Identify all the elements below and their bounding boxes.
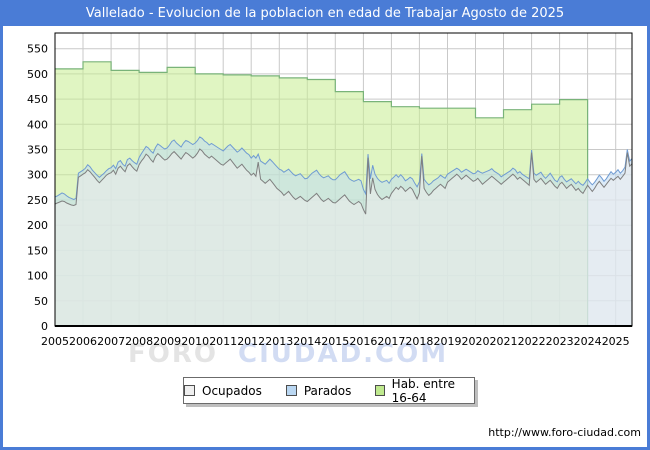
legend-label: Parados	[303, 383, 352, 398]
svg-text:2021: 2021	[490, 335, 518, 348]
page-title: Vallelado - Evolucion de la poblacion en…	[85, 5, 565, 21]
svg-text:250: 250	[27, 194, 48, 207]
svg-text:350: 350	[27, 144, 48, 157]
svg-text:2010: 2010	[181, 335, 209, 348]
svg-text:2014: 2014	[293, 335, 321, 348]
svg-text:450: 450	[27, 93, 48, 106]
svg-text:2019: 2019	[434, 335, 462, 348]
svg-text:2006: 2006	[69, 335, 97, 348]
footer-url[interactable]: http://www.foro-ciudad.com	[488, 426, 641, 439]
svg-text:2013: 2013	[265, 335, 293, 348]
svg-text:150: 150	[27, 244, 48, 257]
watermark-part1: FORO	[128, 339, 218, 369]
svg-text:300: 300	[27, 169, 48, 182]
svg-text:2020: 2020	[462, 335, 490, 348]
svg-text:400: 400	[27, 118, 48, 131]
svg-text:2023: 2023	[546, 335, 574, 348]
svg-text:2025: 2025	[602, 335, 630, 348]
svg-text:2018: 2018	[405, 335, 433, 348]
svg-text:200: 200	[27, 219, 48, 232]
svg-text:500: 500	[27, 68, 48, 81]
legend-item-ocupados: Ocupados	[184, 384, 262, 398]
legend-item-parados: Parados	[285, 383, 352, 398]
legend-item-hab-16-64: Hab. entre 16-64	[375, 377, 474, 405]
svg-text:100: 100	[27, 270, 48, 283]
chart-title-bar: Vallelado - Evolucion de la poblacion en…	[3, 0, 647, 26]
parados-swatch-icon	[285, 385, 297, 396]
svg-text:0: 0	[41, 320, 48, 333]
legend-label: Ocupados	[202, 383, 262, 398]
svg-text:2016: 2016	[349, 335, 377, 348]
svg-text:2012: 2012	[237, 335, 265, 348]
foro-ciudad-watermark: FORO CIUDAD.COM	[128, 339, 448, 369]
svg-text:2017: 2017	[377, 335, 405, 348]
hab-16-64-swatch-icon	[375, 385, 385, 396]
watermark-part2: CIUDAD.COM	[238, 339, 449, 369]
legend-label: Hab. entre 16-64	[391, 376, 456, 405]
svg-text:2024: 2024	[574, 335, 602, 348]
chart-legend: Ocupados Parados Hab. entre 16-64	[183, 377, 475, 405]
svg-text:2007: 2007	[97, 335, 125, 348]
svg-text:550: 550	[27, 43, 48, 56]
svg-text:2011: 2011	[209, 335, 237, 348]
svg-text:2008: 2008	[125, 335, 153, 348]
svg-text:2005: 2005	[41, 335, 69, 348]
ocupados-swatch-icon	[184, 385, 195, 396]
svg-text:2015: 2015	[321, 335, 349, 348]
svg-text:50: 50	[34, 295, 48, 308]
svg-text:2022: 2022	[518, 335, 546, 348]
svg-text:2009: 2009	[153, 335, 181, 348]
